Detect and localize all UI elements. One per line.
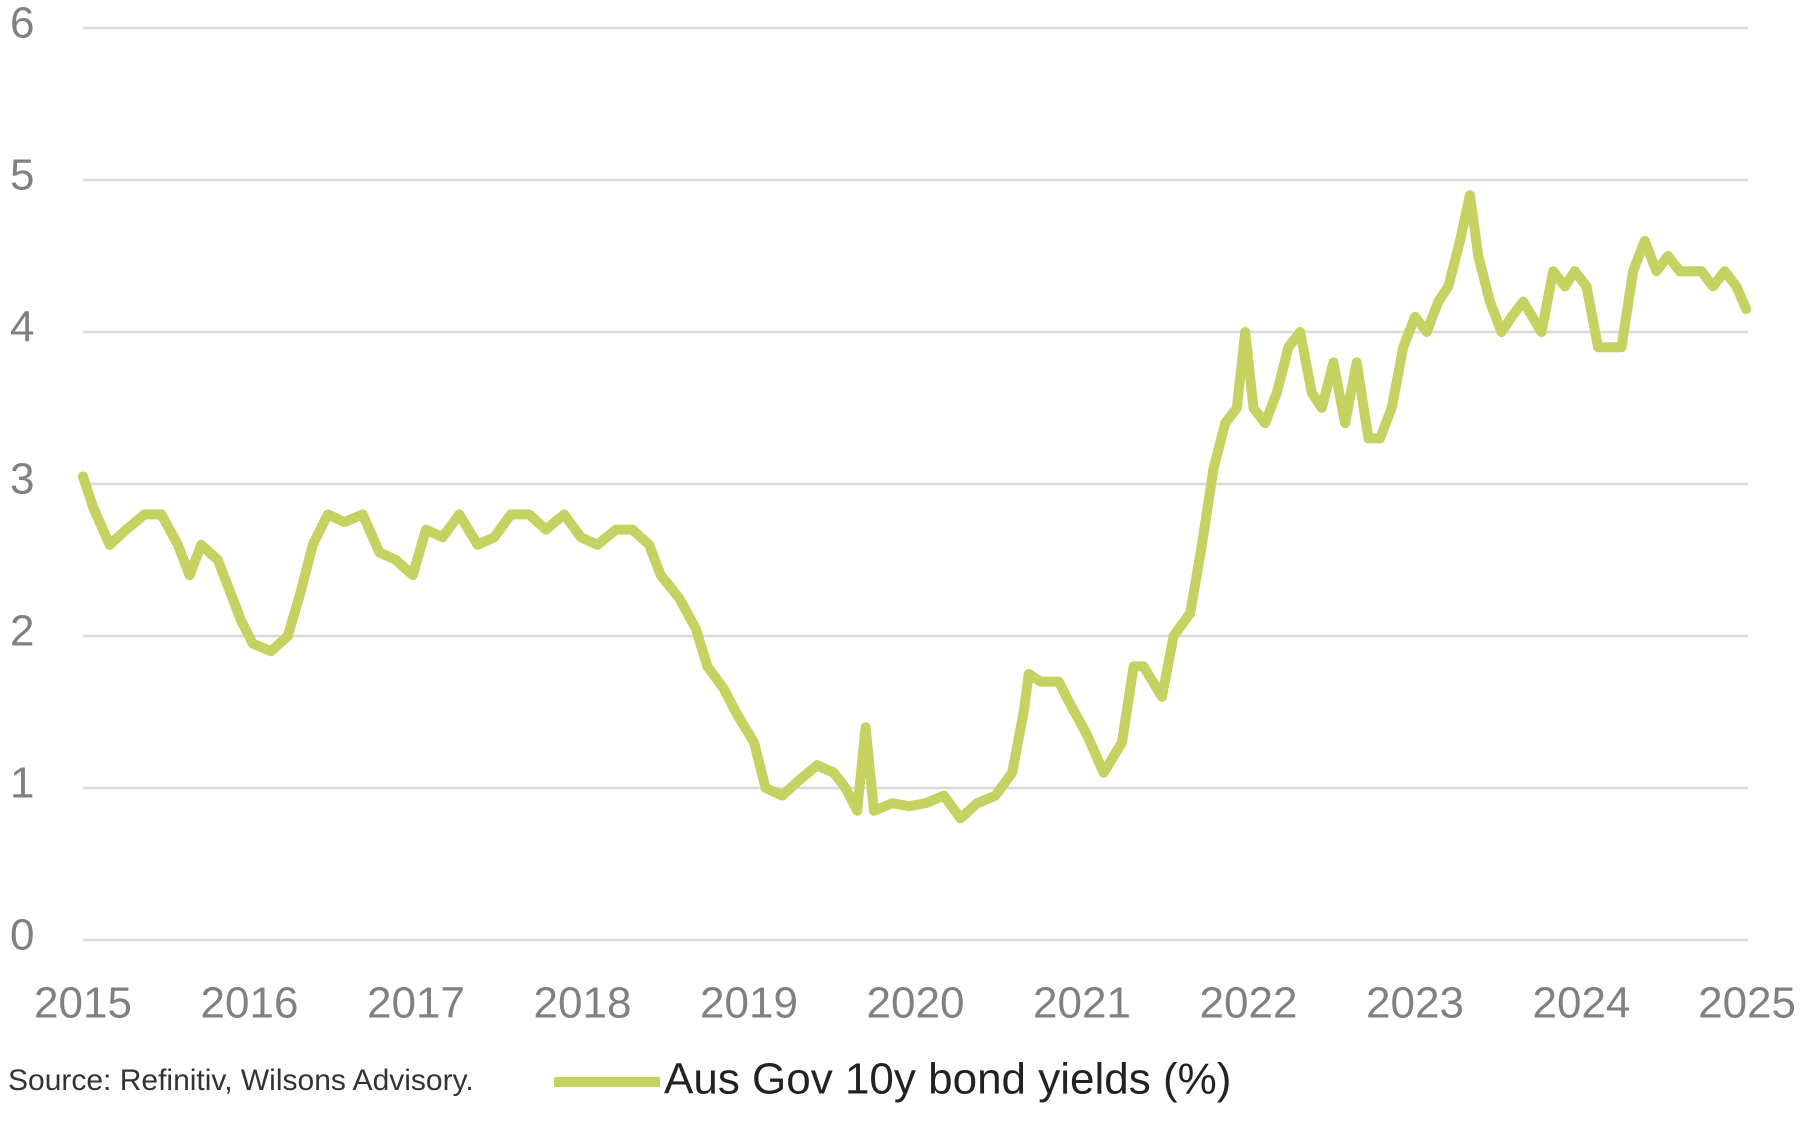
x-tick-label: 2022 bbox=[1200, 979, 1298, 1028]
y-tick-label: 4 bbox=[10, 303, 34, 352]
legend-label: Aus Gov 10y bond yields (%) bbox=[664, 1055, 1231, 1104]
x-tick-label: 2019 bbox=[700, 979, 798, 1028]
y-tick-label: 5 bbox=[10, 151, 34, 200]
x-tick-label: 2020 bbox=[867, 979, 965, 1028]
x-tick-label: 2023 bbox=[1366, 979, 1464, 1028]
data-line bbox=[78, 190, 1752, 824]
y-tick-label: 0 bbox=[10, 911, 34, 960]
x-tick-label: 2021 bbox=[1033, 979, 1131, 1028]
y-tick-label: 2 bbox=[10, 607, 34, 656]
x-tick-label: 2025 bbox=[1698, 979, 1796, 1028]
y-tick-label: 1 bbox=[10, 759, 34, 808]
x-tick-label: 2018 bbox=[534, 979, 632, 1028]
x-tick-label: 2016 bbox=[201, 979, 299, 1028]
source-note: Source: Refinitiv, Wilsons Advisory. bbox=[8, 1064, 474, 1097]
x-tick-label: 2017 bbox=[367, 979, 465, 1028]
x-tick-label: 2024 bbox=[1533, 979, 1631, 1028]
x-tick-label: 2015 bbox=[34, 979, 132, 1028]
y-tick-label: 6 bbox=[10, 0, 34, 48]
y-tick-label: 3 bbox=[10, 455, 34, 504]
